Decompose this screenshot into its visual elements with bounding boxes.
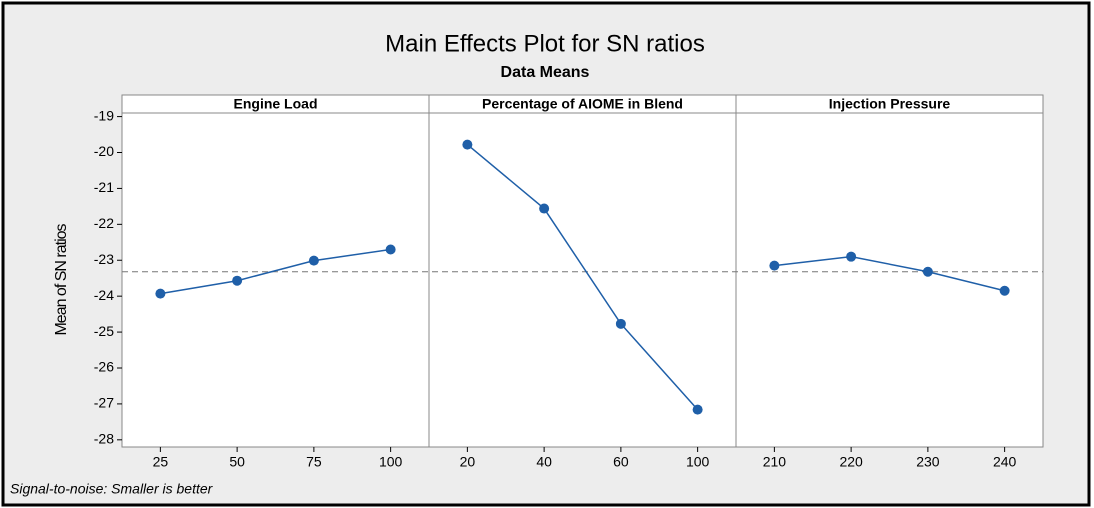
panel [428,112,737,448]
panel-header [735,94,1044,114]
y-tick-label: -26 [94,359,114,375]
point [232,275,243,286]
chart-title: Main Effects Plot for SN ratios [385,30,705,57]
point [692,404,703,415]
point [308,255,319,266]
chart-subtitle: Data Means [501,64,590,81]
y-tick-label: -20 [94,143,114,159]
y-tick-label: -19 [94,107,114,123]
y-tick-label: -21 [94,179,114,195]
x-tick-label: 25 [153,454,169,470]
y-axis-label: Mean of SN ratios [53,223,70,335]
panel [121,112,430,448]
point [155,288,166,299]
point [462,139,473,150]
x-tick-label: 100 [686,454,710,470]
point [922,266,933,277]
x-tick-label: 50 [229,454,245,470]
point [615,318,626,329]
series-line [774,255,1005,292]
x-tick-label: 210 [763,454,787,470]
x-tick-label: 20 [460,454,476,470]
panel-title: Injection Pressure [829,96,951,112]
point [385,244,396,255]
x-tick-label: 75 [306,454,322,470]
point [539,203,550,214]
x-tick-label: 220 [839,454,863,470]
x-tick-label: 100 [379,454,403,470]
footnote: Signal-to-noise: Smaller is better [10,481,214,497]
x-tick-label: 230 [916,454,940,470]
panel-title: Percentage of AIOME in Blend [482,96,683,112]
series-line [466,144,699,411]
y-tick-label: -25 [94,323,114,339]
y-tick-label: -28 [94,431,114,447]
y-tick-label: -24 [94,287,114,303]
x-tick-label: 240 [993,454,1017,470]
point [769,260,780,271]
panel [735,112,1044,448]
panel-title: Engine Load [234,96,318,112]
y-tick-label: -22 [94,215,114,231]
x-tick-label: 60 [613,454,629,470]
y-tick-label: -27 [94,395,114,411]
x-tick-label: 40 [536,454,552,470]
series-line [160,248,391,295]
y-tick-label: -23 [94,251,114,267]
point [846,251,857,262]
point [999,285,1010,296]
